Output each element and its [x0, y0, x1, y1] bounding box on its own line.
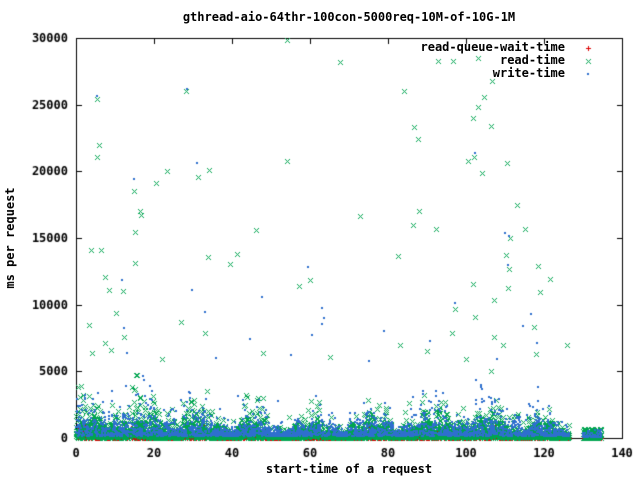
legend-entry-write-time: write-time — [492, 66, 565, 80]
y-axis-title: ms per request — [3, 187, 17, 289]
legend: read-queue-wait-time read-time write-tim… — [76, 40, 566, 80]
legend-entry-read-queue-wait-time: read-queue-wait-time — [420, 40, 566, 54]
x-axis-title: start-time of a request — [265, 462, 433, 476]
legend-entry-read-time: read-time — [499, 53, 565, 67]
chart-title: gthread-aio-64thr-100con-5000req-10M-of-… — [182, 10, 516, 24]
